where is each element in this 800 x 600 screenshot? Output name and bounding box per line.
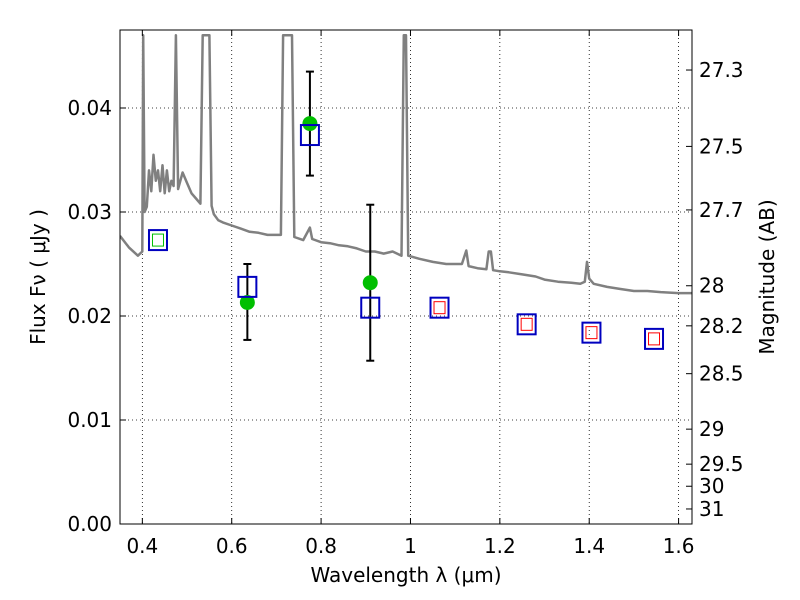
model-photometry-inner-red [520, 317, 533, 331]
y-tick-label: 0.00 [67, 512, 112, 536]
model-photometry-box [516, 313, 537, 336]
x-tick-label: 1.2 [484, 534, 516, 558]
y-tick-label: 0.04 [67, 96, 112, 120]
model-photometry-inner-red [648, 332, 661, 346]
model-photometry-box [429, 296, 450, 319]
x-tick-label: 0.6 [216, 534, 248, 558]
y-tick-label: 0.03 [67, 200, 112, 224]
y2-tick-label: 27.5 [699, 134, 744, 158]
y2-tick-label: 27.3 [699, 58, 744, 82]
y2-axis-label: Magnitude (AB) [755, 199, 779, 354]
model-photometry-inner-green [151, 233, 164, 247]
y-tick-label: 0.01 [67, 408, 112, 432]
y2-tick-label: 28 [699, 274, 724, 298]
model-photometry-box [299, 124, 320, 147]
x-tick-label: 0.8 [305, 534, 337, 558]
model-photometry-box [644, 327, 665, 350]
x-tick-label: 1.4 [573, 534, 605, 558]
plot-frame [119, 29, 693, 525]
y2-tick-label: 28.2 [699, 314, 744, 338]
model-photometry-box [147, 229, 168, 252]
ticks-layer [120, 30, 692, 525]
y2-tick-label: 31 [699, 497, 724, 521]
x-tick-label: 0.4 [126, 534, 158, 558]
y2-tick-label: 29.5 [699, 452, 744, 476]
y2-tick-label: 27.7 [699, 198, 744, 222]
model-photometry-inner-red [433, 301, 446, 315]
x-axis-label: Wavelength λ (μm) [310, 563, 501, 587]
observed-points-layer [239, 116, 378, 310]
observed-point [302, 116, 318, 132]
model-photometry-box [237, 275, 258, 298]
y2-tick-label: 30 [699, 474, 724, 498]
observed-point [239, 294, 255, 310]
spectrum-layer [120, 33, 692, 295]
x-tick-label: 1.6 [663, 534, 695, 558]
y2-tick-label: 29 [699, 417, 724, 441]
model-photometry-box [581, 321, 602, 344]
y-axis-label: Flux Fν ( μJy ) [26, 209, 50, 345]
model-spectrum-line [120, 33, 692, 295]
model-photometry-layer [147, 124, 665, 350]
y-tick-label: 0.02 [67, 304, 112, 328]
observed-point [362, 275, 378, 291]
model-photometry-box [360, 296, 381, 319]
x-tick-label: 1 [404, 534, 417, 558]
tick-labels-layer: 0.4 0.6 0.8 1 1.2 1.4 1.6 0.00 0.01 0.02 0.03 0.04 2… [67, 58, 743, 558]
model-photometry-inner-red [585, 326, 598, 340]
y2-tick-label: 28.5 [699, 362, 744, 386]
